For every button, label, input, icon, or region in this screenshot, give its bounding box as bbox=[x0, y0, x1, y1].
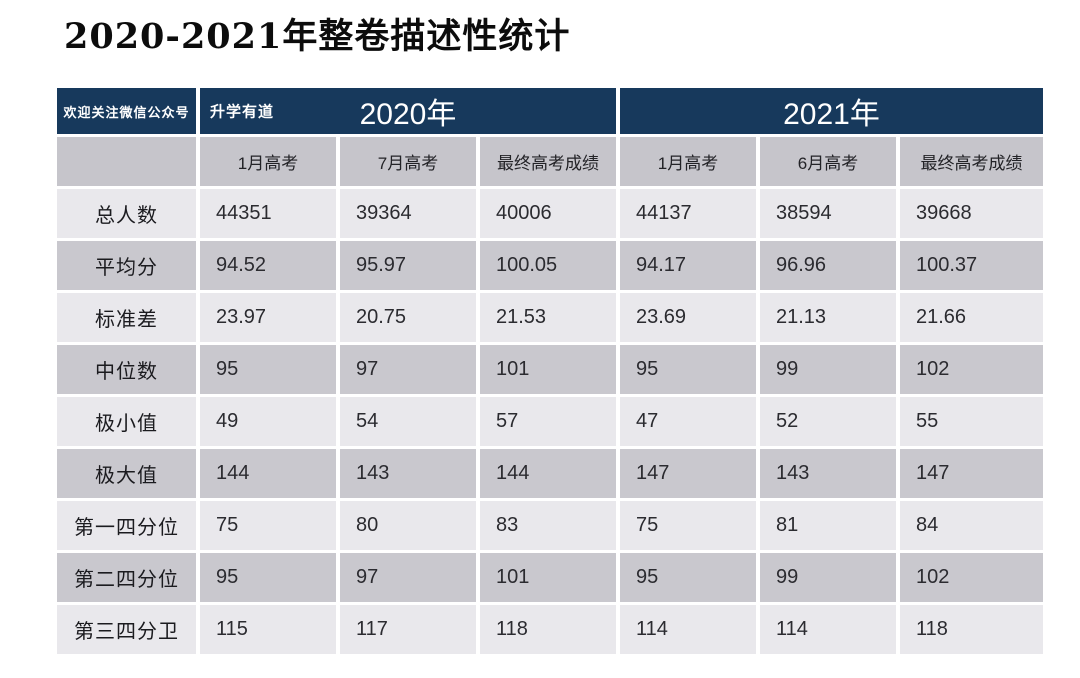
value-cell: 144 bbox=[480, 449, 616, 498]
value-cell: 97 bbox=[340, 553, 476, 602]
value-cell: 147 bbox=[620, 449, 756, 498]
value-cell: 114 bbox=[620, 605, 756, 654]
row-label: 极小值 bbox=[57, 397, 196, 446]
value-cell: 143 bbox=[340, 449, 476, 498]
year-header-2020: 升学有道 2020年 bbox=[200, 88, 616, 134]
value-cell: 38594 bbox=[760, 189, 896, 238]
value-cell: 54 bbox=[340, 397, 476, 446]
value-cell: 49 bbox=[200, 397, 336, 446]
value-cell: 57 bbox=[480, 397, 616, 446]
row-label: 第二四分位 bbox=[57, 553, 196, 602]
value-cell: 23.97 bbox=[200, 293, 336, 342]
value-cell: 118 bbox=[900, 605, 1043, 654]
row-label: 第三四分卫 bbox=[57, 605, 196, 654]
year-label-2021: 2021年 bbox=[783, 98, 880, 131]
value-cell: 100.05 bbox=[480, 241, 616, 290]
value-cell: 47 bbox=[620, 397, 756, 446]
value-cell: 95 bbox=[620, 345, 756, 394]
value-cell: 55 bbox=[900, 397, 1043, 446]
value-cell: 102 bbox=[900, 345, 1043, 394]
value-cell: 20.75 bbox=[340, 293, 476, 342]
value-cell: 100.37 bbox=[900, 241, 1043, 290]
value-cell: 101 bbox=[480, 345, 616, 394]
value-cell: 83 bbox=[480, 501, 616, 550]
page-title: 2020-2021年整卷描述性统计 bbox=[64, 16, 571, 57]
value-cell: 94.52 bbox=[200, 241, 336, 290]
value-cell: 94.17 bbox=[620, 241, 756, 290]
value-cell: 97 bbox=[340, 345, 476, 394]
column-header: 最终高考成绩 bbox=[900, 137, 1043, 186]
value-cell: 81 bbox=[760, 501, 896, 550]
value-cell: 143 bbox=[760, 449, 896, 498]
row-label: 总人数 bbox=[57, 189, 196, 238]
value-cell: 115 bbox=[200, 605, 336, 654]
value-cell: 52 bbox=[760, 397, 896, 446]
value-cell: 101 bbox=[480, 553, 616, 602]
value-cell: 118 bbox=[480, 605, 616, 654]
value-cell: 75 bbox=[200, 501, 336, 550]
value-cell: 95 bbox=[200, 553, 336, 602]
value-cell: 21.53 bbox=[480, 293, 616, 342]
column-header: 6月高考 bbox=[760, 137, 896, 186]
row-label: 极大值 bbox=[57, 449, 196, 498]
value-cell: 23.69 bbox=[620, 293, 756, 342]
value-cell: 117 bbox=[340, 605, 476, 654]
column-header: 1月高考 bbox=[200, 137, 336, 186]
value-cell: 44137 bbox=[620, 189, 756, 238]
value-cell: 144 bbox=[200, 449, 336, 498]
value-cell: 95 bbox=[200, 345, 336, 394]
value-cell: 147 bbox=[900, 449, 1043, 498]
value-cell: 21.13 bbox=[760, 293, 896, 342]
corner-note: 欢迎关注微信公众号 bbox=[57, 88, 196, 134]
column-header: 7月高考 bbox=[340, 137, 476, 186]
value-cell: 84 bbox=[900, 501, 1043, 550]
column-header: 1月高考 bbox=[620, 137, 756, 186]
value-cell: 21.66 bbox=[900, 293, 1043, 342]
value-cell: 75 bbox=[620, 501, 756, 550]
stats-table: 欢迎关注微信公众号 升学有道 2020年 2021年 1月高考 7月高考 最终高… bbox=[57, 88, 1043, 654]
brand-watermark: 升学有道 bbox=[210, 103, 275, 121]
year-label-2020: 2020年 bbox=[359, 98, 457, 131]
row-label: 平均分 bbox=[57, 241, 196, 290]
value-cell: 114 bbox=[760, 605, 896, 654]
value-cell: 39668 bbox=[900, 189, 1043, 238]
value-cell: 44351 bbox=[200, 189, 336, 238]
row-label: 标准差 bbox=[57, 293, 196, 342]
value-cell: 39364 bbox=[340, 189, 476, 238]
value-cell: 99 bbox=[760, 553, 896, 602]
value-cell: 96.96 bbox=[760, 241, 896, 290]
column-header: 最终高考成绩 bbox=[480, 137, 616, 186]
value-cell: 102 bbox=[900, 553, 1043, 602]
row-label: 中位数 bbox=[57, 345, 196, 394]
value-cell: 99 bbox=[760, 345, 896, 394]
row-label: 第一四分位 bbox=[57, 501, 196, 550]
year-header-2021: 2021年 bbox=[620, 88, 1043, 134]
value-cell: 80 bbox=[340, 501, 476, 550]
subheader-blank bbox=[57, 137, 196, 186]
value-cell: 40006 bbox=[480, 189, 616, 238]
value-cell: 95.97 bbox=[340, 241, 476, 290]
value-cell: 95 bbox=[620, 553, 756, 602]
